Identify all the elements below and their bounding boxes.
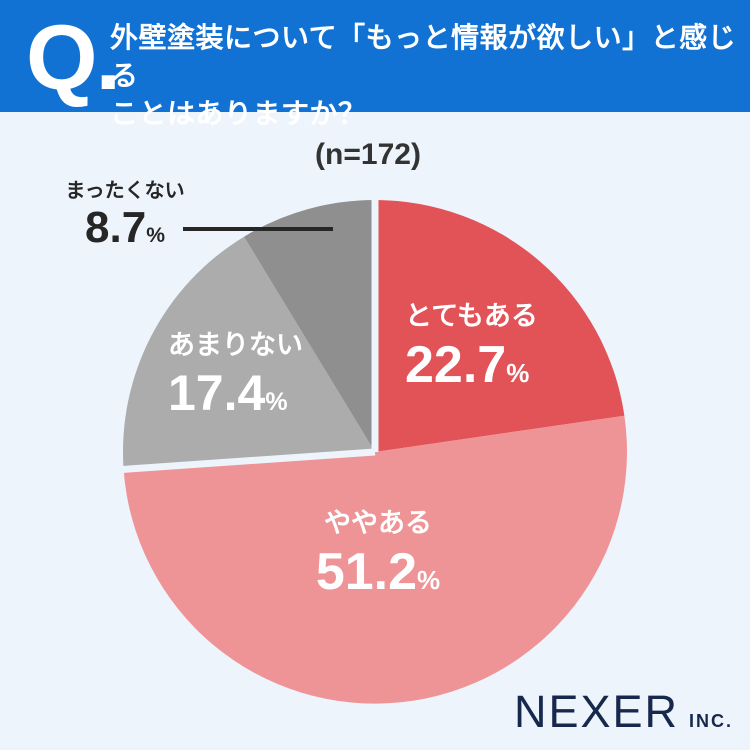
- slice-name: ややある: [324, 508, 432, 538]
- slice-name: とてもある: [405, 301, 538, 331]
- question-header: Q. 外壁塗装について「もっと情報が欲しい」と感じる ことはありますか？: [0, 0, 750, 129]
- slice-label-amarinai: あまりない 17.4%: [168, 323, 303, 420]
- callout-line: [183, 227, 333, 231]
- slice-value: 17.4%: [168, 365, 288, 421]
- percent-sign: %: [506, 358, 530, 388]
- question-line-2: ことはありますか？: [110, 98, 367, 129]
- brand-name: NEXER: [514, 686, 680, 737]
- slice-value: 8.7%: [85, 203, 165, 252]
- slice-label-yayaaru: ややある 51.2%: [280, 501, 476, 600]
- percent-sign: %: [146, 224, 165, 247]
- brand-logo: NEXER INC.: [514, 686, 733, 738]
- slice-value: 22.7%: [405, 336, 530, 394]
- slice-name: まったくない: [65, 180, 185, 202]
- slice-value: 51.2%: [315, 543, 441, 601]
- question-text: 外壁塗装について「もっと情報が欲しい」と感じる ことはありますか？: [110, 19, 750, 133]
- brand-suffix: INC.: [689, 711, 734, 731]
- percent-sign: %: [265, 388, 288, 416]
- sample-size-label: (n=172): [315, 138, 421, 171]
- question-line-1: 外壁塗装について「もっと情報が欲しい」と感じる: [110, 22, 737, 91]
- slice-name: あまりない: [168, 330, 303, 360]
- slice-label-mattakunai: まったくない 8.7%: [62, 174, 188, 251]
- q-logo: Q.: [26, 7, 121, 109]
- slice-label-totemoaru: とてもある 22.7%: [405, 294, 538, 393]
- percent-sign: %: [417, 565, 441, 595]
